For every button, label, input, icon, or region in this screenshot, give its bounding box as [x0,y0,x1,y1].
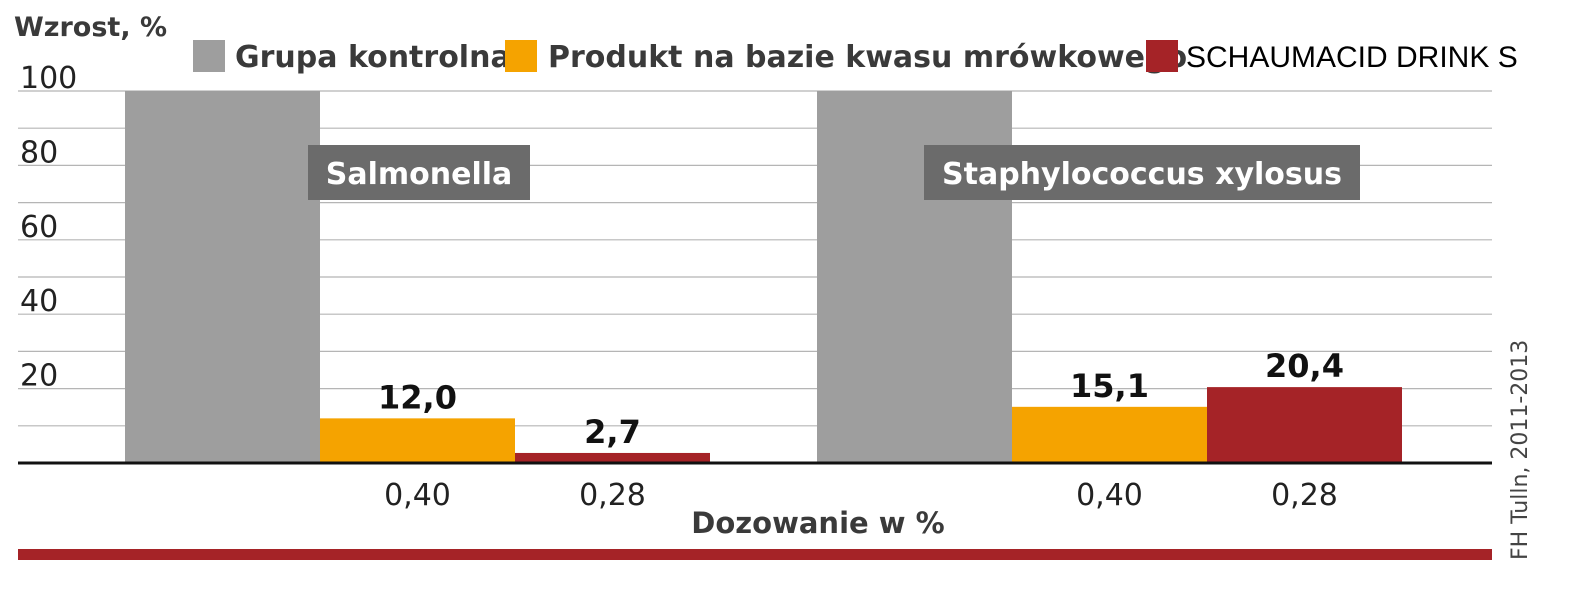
data-label: 2,7 [584,413,641,451]
y-tick-label: 40 [20,284,58,319]
y-tick-label: 100 [20,61,77,96]
x-tick-label: 0,40 [384,478,451,513]
bottom-rule [18,549,1492,560]
y-tick-label: 80 [20,135,58,170]
x-tick-label: 0,28 [579,478,646,513]
bar [1207,387,1402,463]
source-note: FH Tulln, 2011-2013 [1508,340,1533,560]
bar [125,91,320,463]
bar [515,452,710,463]
y-axis-title: Wzrost, % [14,12,167,43]
group-label-box [924,145,1360,200]
x-tick-label: 0,40 [1076,478,1143,513]
legend-entry: SCHAUMACID DRINK S [1186,41,1518,74]
group-label: Salmonella [326,157,513,192]
y-tick-label: 20 [20,359,58,394]
data-label: 15,1 [1070,367,1149,405]
group-label: Staphylococcus xylosus [942,157,1342,192]
group-label-box [308,145,530,200]
legend-swatch [193,40,225,72]
y-tick-label: 60 [20,210,58,245]
x-tick-label: 0,28 [1271,478,1338,513]
x-axis-title: Dozowanie w % [691,506,944,540]
legend-swatch [505,40,537,72]
bar [1012,406,1207,463]
data-label: 12,0 [378,378,457,416]
legend-swatch [1146,40,1178,72]
legend-entry: Grupa kontrolna [235,40,511,75]
data-label: 20,4 [1265,347,1344,385]
legend-entry: Produkt na bazie kwasu mrówkowego [548,40,1187,75]
bar [320,418,515,463]
